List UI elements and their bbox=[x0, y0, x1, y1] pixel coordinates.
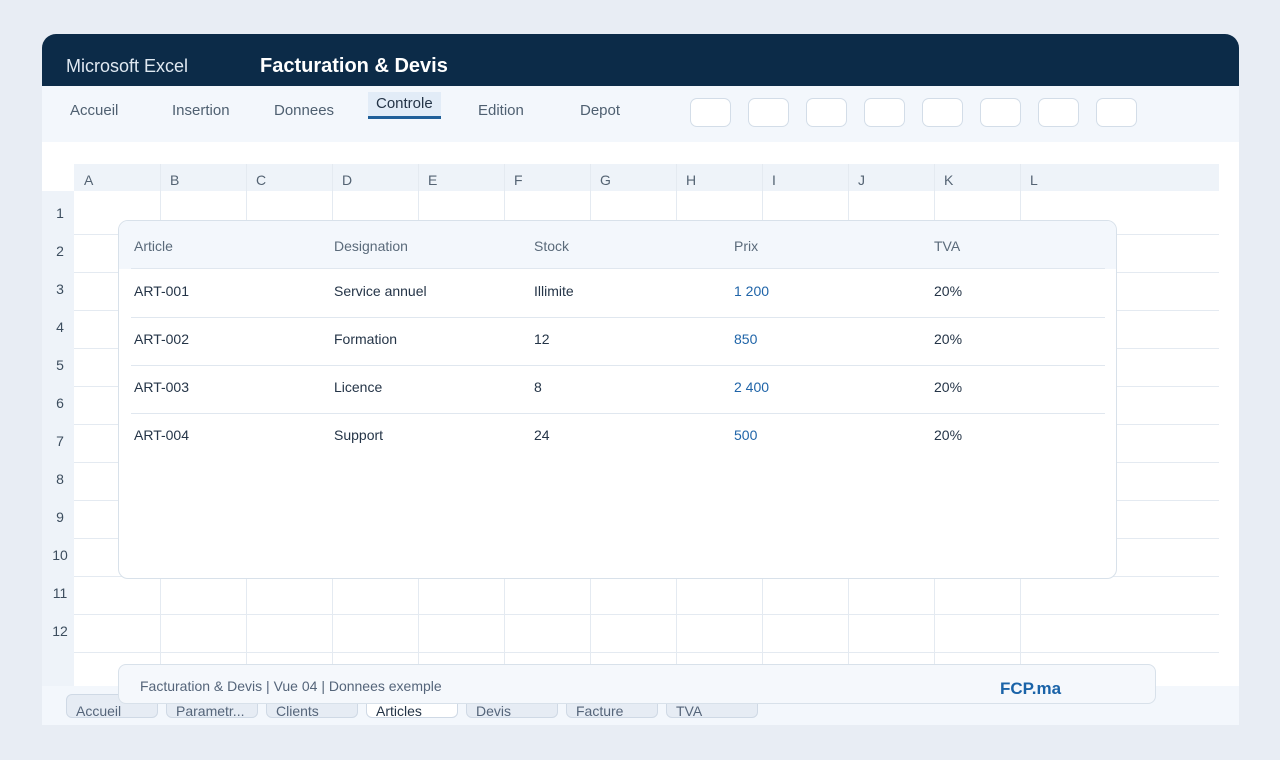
row-header-11[interactable]: 11 bbox=[52, 585, 68, 601]
cell-designation: Formation bbox=[334, 331, 398, 347]
ribbon: Accueil Insertion Donnees Controle Editi… bbox=[42, 86, 1239, 142]
header-tva[interactable]: TVA bbox=[934, 238, 961, 254]
row-header-6[interactable]: 6 bbox=[56, 395, 64, 411]
ribbon-button-6[interactable] bbox=[980, 98, 1021, 127]
cell-designation: Service annuel bbox=[334, 283, 427, 299]
cell-stock: 24 bbox=[534, 427, 550, 443]
header-prix[interactable]: Prix bbox=[734, 238, 759, 254]
ribbon-button-4[interactable] bbox=[864, 98, 905, 127]
cell-stock: 12 bbox=[534, 331, 550, 347]
cell-article: ART-003 bbox=[134, 379, 189, 395]
column-header-e[interactable]: E bbox=[428, 172, 438, 188]
column-header-g[interactable]: G bbox=[600, 172, 611, 188]
cell-tva: 20% bbox=[934, 379, 963, 395]
row-header-7[interactable]: 7 bbox=[56, 433, 64, 449]
cell-prix: 850 bbox=[734, 331, 758, 347]
table-row[interactable]: ART-004 Support 24 500 20% bbox=[131, 413, 1105, 461]
cell-tva: 20% bbox=[934, 331, 963, 347]
column-header-f[interactable]: F bbox=[514, 172, 523, 188]
table-header: Article Designation Stock Prix TVA bbox=[119, 221, 1116, 269]
column-header-b[interactable]: B bbox=[170, 172, 180, 188]
cell-stock: 8 bbox=[534, 379, 542, 395]
cell-prix: 500 bbox=[734, 427, 758, 443]
cell-tva: 20% bbox=[934, 283, 963, 299]
header-designation[interactable]: Designation bbox=[334, 238, 408, 254]
row-header-9[interactable]: 9 bbox=[56, 509, 64, 525]
cell-tva: 20% bbox=[934, 427, 963, 443]
column-header-i[interactable]: I bbox=[772, 172, 776, 188]
column-header-c[interactable]: C bbox=[256, 172, 267, 188]
cell-prix: 2 400 bbox=[734, 379, 770, 395]
cell-stock: Illimite bbox=[534, 283, 574, 299]
row-header-3[interactable]: 3 bbox=[56, 281, 64, 297]
column-header-l[interactable]: L bbox=[1030, 172, 1038, 188]
cell-article: ART-001 bbox=[134, 283, 189, 299]
table-row[interactable]: ART-003 Licence 8 2 400 20% bbox=[131, 365, 1105, 414]
grid-line bbox=[74, 652, 1219, 653]
cell-designation: Support bbox=[334, 427, 384, 443]
cell-article: ART-004 bbox=[134, 427, 189, 443]
row-header-8[interactable]: 8 bbox=[56, 471, 64, 487]
title-bar: Microsoft Excel Facturation & Devis bbox=[42, 34, 1239, 86]
ribbon-button-3[interactable] bbox=[806, 98, 847, 127]
header-stock[interactable]: Stock bbox=[534, 238, 570, 254]
ribbon-button-8[interactable] bbox=[1096, 98, 1137, 127]
column-header-k[interactable]: K bbox=[944, 172, 954, 188]
ribbon-button-1[interactable] bbox=[690, 98, 731, 127]
tab-donnees[interactable]: Donnees bbox=[274, 102, 335, 119]
cell-prix: 1 200 bbox=[734, 283, 770, 299]
column-header-h[interactable]: H bbox=[686, 172, 697, 188]
row-header-1[interactable]: 1 bbox=[56, 205, 64, 221]
column-header-d[interactable]: D bbox=[342, 172, 353, 188]
row-header-column: 1 2 3 4 5 6 7 8 9 10 11 12 bbox=[42, 191, 74, 695]
ribbon-button-7[interactable] bbox=[1038, 98, 1079, 127]
tab-edition[interactable]: Edition bbox=[478, 102, 524, 119]
column-header-a[interactable]: A bbox=[84, 172, 94, 188]
articles-table-panel: Article Designation Stock Prix TVA ART-0… bbox=[118, 220, 1117, 579]
tab-insertion[interactable]: Insertion bbox=[172, 102, 230, 119]
tab-accueil[interactable]: Accueil bbox=[70, 102, 119, 119]
row-header-2[interactable]: 2 bbox=[56, 243, 64, 259]
footer-caption: Facturation & Devis | Vue 04 | Donnees e… bbox=[140, 678, 442, 694]
row-header-5[interactable]: 5 bbox=[56, 357, 64, 373]
ribbon-button-5[interactable] bbox=[922, 98, 963, 127]
column-header-row: A B C D E F G H I J K L bbox=[74, 164, 1219, 191]
grid-line bbox=[74, 614, 1219, 615]
header-article[interactable]: Article bbox=[134, 238, 173, 254]
tab-depot[interactable]: Depot bbox=[580, 102, 621, 119]
row-header-4[interactable]: 4 bbox=[56, 319, 64, 335]
brand-logo: FCP.ma bbox=[1000, 679, 1062, 698]
ribbon-button-2[interactable] bbox=[748, 98, 789, 127]
table-row[interactable]: ART-001 Service annuel Illimite 1 200 20… bbox=[131, 268, 1105, 318]
app-name: Microsoft Excel bbox=[66, 56, 189, 76]
tab-controle[interactable]: Controle bbox=[368, 92, 441, 119]
cell-article: ART-002 bbox=[134, 331, 189, 347]
cell-designation: Licence bbox=[334, 379, 383, 395]
column-header-j[interactable]: J bbox=[858, 172, 865, 188]
table-row[interactable]: ART-002 Formation 12 850 20% bbox=[131, 317, 1105, 366]
row-header-10[interactable]: 10 bbox=[52, 547, 68, 563]
document-title: Facturation & Devis bbox=[260, 55, 448, 77]
row-header-12[interactable]: 12 bbox=[52, 623, 68, 639]
footer-bar: Facturation & Devis | Vue 04 | Donnees e… bbox=[118, 664, 1156, 704]
